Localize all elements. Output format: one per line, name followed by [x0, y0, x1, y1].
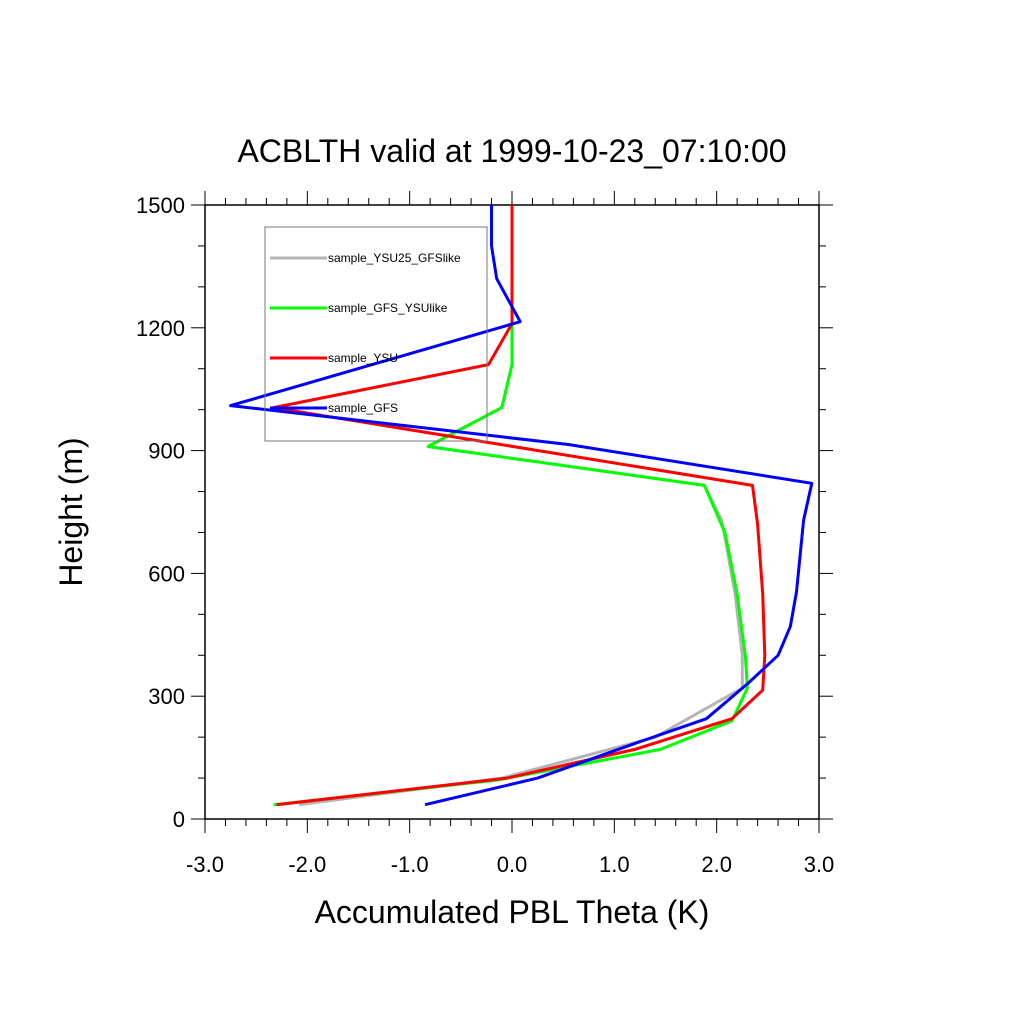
- x-tick-label: 0.0: [497, 852, 528, 877]
- y-tick-label: 900: [148, 439, 185, 464]
- y-axis-label: Height (m): [53, 437, 89, 586]
- x-axis-label: Accumulated PBL Theta (K): [315, 894, 710, 930]
- series-line-sample-ysu: [272, 205, 767, 807]
- y-tick-label: 600: [148, 561, 185, 586]
- legend-label-sample-gfs-ysulike: sample_GFS_YSUlike: [328, 301, 448, 315]
- x-tick-label: -3.0: [186, 852, 224, 877]
- legend-box: [264, 226, 488, 442]
- legend-label-sample-ysu: sample_YSU: [328, 351, 398, 365]
- y-tick-label: 1200: [136, 316, 185, 341]
- x-tick-label: 1.0: [599, 852, 630, 877]
- x-tick-label: 2.0: [701, 852, 732, 877]
- y-tick-label: 300: [148, 684, 185, 709]
- y-tick-label: 0: [173, 807, 185, 832]
- x-tick-label: -1.0: [391, 852, 429, 877]
- legend-label-sample-ysu25-gfslike: sample_YSU25_GFSlike: [328, 251, 461, 265]
- plot-area: -3.0 -2.0 -1.0 0.0 1.0 2.0 3.0 0 300 600 900 1200 15…: [136, 191, 834, 877]
- series-line-sample-ysu25-gfslike: [298, 205, 744, 807]
- legend-label-sample-gfs: sample_GFS: [328, 401, 398, 415]
- x-tick-label: -2.0: [288, 852, 326, 877]
- chart-title: ACBLTH valid at 1999-10-23_07:10:00: [237, 133, 786, 169]
- series-line-sample-gfs: [229, 205, 814, 807]
- x-tick-label: 3.0: [804, 852, 835, 877]
- series-line-sample-gfs-ysulike: [273, 205, 749, 807]
- y-tick-label: 1500: [136, 193, 185, 218]
